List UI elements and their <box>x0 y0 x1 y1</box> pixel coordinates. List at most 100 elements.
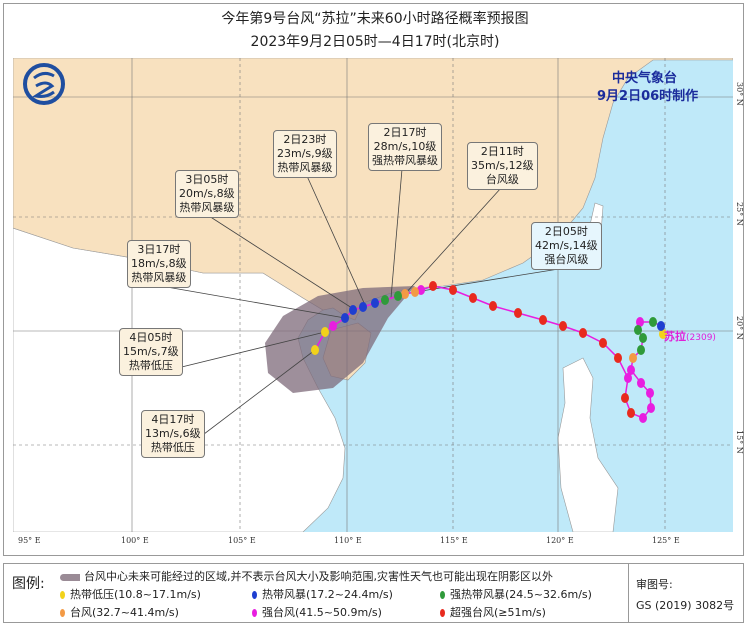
track-point <box>401 289 409 299</box>
callout-wind: 20m/s,8级 <box>179 187 235 200</box>
legend-cone-text: 台风中心未来可能经过的区域,并不表示台风大小及影响范围,灾害性天气也可能出现在阴… <box>84 570 553 583</box>
lat-tick: 30° N <box>735 82 744 106</box>
lon-tick: 95° E <box>18 536 41 545</box>
legend-item: 强热带风暴(24.5~32.6m/s) <box>440 586 592 602</box>
issuer-name: 中央气象台 <box>612 71 678 86</box>
track-point <box>381 295 389 305</box>
leader-line <box>404 187 502 295</box>
storm-name: 苏拉 <box>664 330 686 343</box>
legend-item: 台风(32.7~41.4m/s) <box>60 604 179 620</box>
lon-tick: 110° E <box>334 536 362 545</box>
legend: 图例: 台风中心未来可能经过的区域,并不表示台风大小及影响范围,灾害性天气也可能… <box>3 563 744 623</box>
issue-time: 9月2日06时制作 <box>597 89 699 104</box>
storm-label: 苏拉(2309) <box>664 328 716 344</box>
track-point <box>621 393 629 403</box>
cma-logo-icon <box>23 63 65 105</box>
luzon-island <box>557 357 619 532</box>
track-point <box>579 328 587 338</box>
callout-time: 2日23时 <box>283 133 327 146</box>
forecast-callout: 2日05时 42m/s,14级 强台风级 <box>531 222 602 270</box>
track-points <box>311 281 667 423</box>
callout-time: 3日17时 <box>137 243 181 256</box>
track-point <box>657 321 665 331</box>
callout-wind: 35m/s,12级 <box>471 159 534 172</box>
callout-grade: 热带低压 <box>150 441 195 454</box>
leader-line <box>390 168 403 299</box>
callout-grade: 热带风暴级 <box>179 201 235 214</box>
callout-wind: 28m/s,10级 <box>373 140 437 153</box>
track-point <box>359 302 367 312</box>
map-frame <box>3 3 744 556</box>
track-point <box>614 353 622 363</box>
callout-grade: 热带风暴级 <box>277 161 333 174</box>
legend-divider <box>628 564 629 622</box>
track-point <box>634 325 642 335</box>
track-point <box>394 291 402 301</box>
callout-grade: 热带风暴级 <box>131 271 187 284</box>
leader-line <box>208 215 356 311</box>
forecast-callout: 4日17时 13m/s,6级 热带低压 <box>141 410 205 458</box>
callout-wind: 13m/s,6级 <box>145 427 201 440</box>
track-point <box>639 413 647 423</box>
forecast-callout: 3日05时 20m/s,8级 热带风暴级 <box>175 170 239 218</box>
legend-item: 热带低压(10.8~17.1m/s) <box>60 586 201 602</box>
track-point <box>559 321 567 331</box>
lat-tick: 15° N <box>735 430 744 454</box>
forecast-callout: 2日11时 35m/s,12级 台风级 <box>467 142 538 190</box>
track-point <box>599 338 607 348</box>
lon-tick: 115° E <box>440 536 468 545</box>
callout-time: 3日05时 <box>185 173 229 186</box>
legend-item-label: 热带低压(10.8~17.1m/s) <box>70 588 201 601</box>
lon-tick: 100° E <box>121 536 149 545</box>
track-point <box>637 378 645 388</box>
callout-wind: 15m/s,7级 <box>123 345 179 358</box>
track-point <box>489 301 497 311</box>
track-point <box>627 365 635 375</box>
forecast-cone <box>265 286 415 393</box>
track-point <box>629 353 637 363</box>
legend-item-label: 热带风暴(17.2~24.4m/s) <box>262 588 393 601</box>
callout-grade: 热带低压 <box>128 359 173 372</box>
track-point <box>639 333 647 343</box>
track-point <box>429 281 437 291</box>
track-point <box>371 298 379 308</box>
track-point <box>636 317 644 327</box>
callout-time: 2日11时 <box>480 145 524 158</box>
callout-wind: 18m/s,8级 <box>131 257 187 270</box>
leader-line <box>306 175 366 306</box>
forecast-callout: 2日17时 28m/s,10级 强热带风暴级 <box>368 123 442 171</box>
legend-item: 热带风暴(17.2~24.4m/s) <box>252 586 393 602</box>
track-point <box>449 285 457 295</box>
cone-swatch-icon <box>60 573 80 581</box>
intensity-dot-icon <box>60 591 65 599</box>
legend-item-label: 强热带风暴(24.5~32.6m/s) <box>450 588 592 601</box>
storm-code: (2309) <box>686 333 716 343</box>
legend-cone-item: 台风中心未来可能经过的区域,并不表示台风大小及影响范围,灾害性天气也可能出现在阴… <box>60 568 553 584</box>
approval-number: GS (2019) 3082号 <box>636 599 735 612</box>
track-point <box>637 345 645 355</box>
track-point <box>647 403 655 413</box>
callout-grade: 台风级 <box>485 173 519 186</box>
legend-label: 图例: <box>12 576 45 592</box>
leader-line <box>160 285 346 319</box>
track-point <box>329 321 337 331</box>
intensity-dot-icon <box>252 591 257 599</box>
track-point <box>349 305 357 315</box>
track-point <box>321 327 329 337</box>
forecast-callout: 3日17时 18m/s,8级 热带风暴级 <box>127 240 191 288</box>
track-point <box>341 313 349 323</box>
lat-tick: 20° N <box>735 316 744 340</box>
callout-wind: 23m/s,9级 <box>277 147 333 160</box>
track-point <box>539 315 547 325</box>
intensity-dot-icon <box>440 609 445 617</box>
legend-item: 强台风(41.5~50.9m/s) <box>252 604 382 620</box>
intensity-dot-icon <box>60 609 65 617</box>
callout-time: 2日05时 <box>544 225 588 238</box>
map-subtitle: 2023年9月2日05时—4日17时(北京时) <box>250 34 500 50</box>
legend-item: 超强台风(≥51m/s) <box>440 604 546 620</box>
lon-tick: 125° E <box>652 536 680 545</box>
callout-wind: 42m/s,14级 <box>535 239 598 252</box>
intensity-dot-icon <box>440 591 445 599</box>
legend-item-label: 台风(32.7~41.4m/s) <box>70 606 179 619</box>
track-point <box>646 388 654 398</box>
